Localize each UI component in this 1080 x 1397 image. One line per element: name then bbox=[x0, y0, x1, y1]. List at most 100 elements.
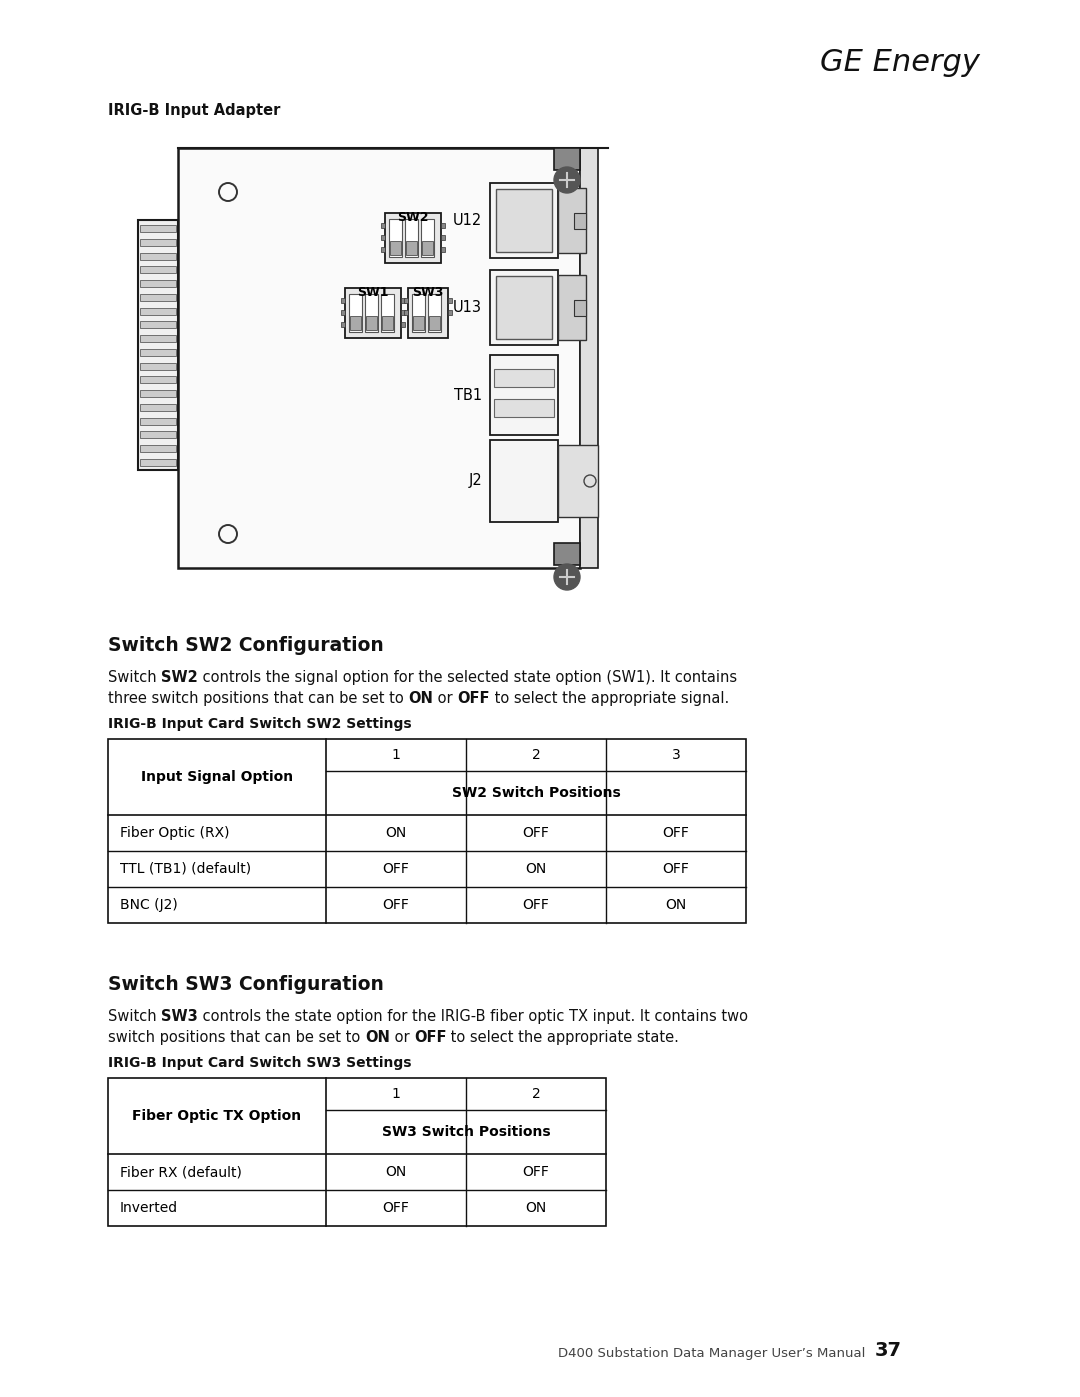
Bar bbox=[140, 279, 176, 286]
Bar bbox=[413, 316, 424, 330]
Bar bbox=[494, 400, 554, 416]
Bar bbox=[558, 189, 586, 253]
Text: Switch: Switch bbox=[108, 1009, 161, 1024]
Bar bbox=[350, 316, 361, 330]
Bar bbox=[140, 460, 176, 467]
Bar bbox=[140, 390, 176, 397]
Bar bbox=[490, 270, 558, 345]
Bar bbox=[381, 247, 384, 251]
Text: OFF: OFF bbox=[523, 826, 550, 840]
Bar bbox=[554, 148, 580, 170]
Bar bbox=[140, 267, 176, 274]
Text: Fiber RX (default): Fiber RX (default) bbox=[120, 1165, 242, 1179]
Bar bbox=[389, 219, 402, 257]
Bar bbox=[441, 235, 445, 240]
Text: 1: 1 bbox=[392, 1087, 401, 1101]
Bar bbox=[448, 310, 453, 314]
Text: 2: 2 bbox=[531, 747, 540, 761]
Bar bbox=[381, 224, 384, 228]
Text: SW3 Switch Positions: SW3 Switch Positions bbox=[381, 1125, 551, 1139]
Bar bbox=[490, 440, 558, 522]
Bar bbox=[441, 247, 445, 251]
Text: U12: U12 bbox=[453, 212, 482, 228]
Bar bbox=[422, 242, 433, 256]
Text: SW1: SW1 bbox=[357, 286, 389, 299]
Bar bbox=[406, 242, 417, 256]
Text: J2: J2 bbox=[469, 474, 482, 489]
Bar bbox=[441, 224, 445, 228]
Bar bbox=[140, 293, 176, 300]
Text: OFF: OFF bbox=[414, 1030, 446, 1045]
Bar bbox=[341, 321, 345, 327]
Bar bbox=[381, 293, 394, 332]
Bar bbox=[178, 148, 580, 569]
Bar bbox=[573, 212, 586, 229]
Text: D400 Substation Data Manager User’s Manual: D400 Substation Data Manager User’s Manu… bbox=[558, 1347, 870, 1361]
Text: BNC (J2): BNC (J2) bbox=[120, 898, 178, 912]
Bar bbox=[140, 321, 176, 328]
Text: IRIG-B Input Adapter: IRIG-B Input Adapter bbox=[108, 103, 281, 117]
Text: Input Signal Option: Input Signal Option bbox=[140, 770, 293, 784]
Bar bbox=[108, 1078, 606, 1227]
Text: Fiber Optic TX Option: Fiber Optic TX Option bbox=[133, 1109, 301, 1123]
Text: OFF: OFF bbox=[662, 826, 689, 840]
Text: SW3: SW3 bbox=[413, 286, 444, 299]
Text: to select the appropriate state.: to select the appropriate state. bbox=[446, 1030, 679, 1045]
Bar bbox=[496, 189, 552, 251]
Bar bbox=[428, 293, 441, 332]
Bar bbox=[140, 307, 176, 314]
Bar bbox=[558, 275, 586, 339]
Text: ON: ON bbox=[386, 1165, 407, 1179]
Text: TB1: TB1 bbox=[454, 387, 482, 402]
Text: 3: 3 bbox=[672, 747, 680, 761]
Text: controls the signal option for the selected state option (SW1). It contains: controls the signal option for the selec… bbox=[198, 671, 738, 685]
Bar bbox=[140, 432, 176, 439]
Text: or: or bbox=[390, 1030, 414, 1045]
Bar bbox=[573, 299, 586, 316]
Bar bbox=[140, 239, 176, 246]
Bar bbox=[138, 219, 178, 469]
Text: Switch SW3 Configuration: Switch SW3 Configuration bbox=[108, 975, 383, 995]
Circle shape bbox=[554, 564, 580, 590]
Bar bbox=[404, 310, 408, 314]
Bar bbox=[381, 235, 384, 240]
Bar bbox=[341, 310, 345, 314]
Text: ON: ON bbox=[665, 898, 687, 912]
Bar bbox=[345, 288, 401, 338]
Text: OFF: OFF bbox=[523, 898, 550, 912]
Bar bbox=[140, 404, 176, 411]
Text: Inverted: Inverted bbox=[120, 1201, 178, 1215]
Bar bbox=[490, 355, 558, 434]
Bar bbox=[429, 316, 440, 330]
Bar bbox=[140, 418, 176, 425]
Text: OFF: OFF bbox=[458, 692, 490, 705]
Bar bbox=[108, 739, 746, 923]
Text: U13: U13 bbox=[453, 300, 482, 314]
Text: three switch positions that can be set to: three switch positions that can be set t… bbox=[108, 692, 408, 705]
Bar bbox=[366, 316, 377, 330]
Text: ON: ON bbox=[525, 862, 546, 876]
Bar bbox=[140, 335, 176, 342]
Text: GE Energy: GE Energy bbox=[820, 47, 980, 77]
Circle shape bbox=[554, 168, 580, 193]
Text: ON: ON bbox=[525, 1201, 546, 1215]
Bar bbox=[349, 293, 362, 332]
Bar bbox=[558, 446, 598, 517]
Bar bbox=[140, 363, 176, 370]
Bar bbox=[496, 277, 552, 339]
Bar bbox=[421, 219, 434, 257]
Bar bbox=[401, 310, 405, 314]
Text: controls the state option for the IRIG-B fiber optic TX input. It contains two: controls the state option for the IRIG-B… bbox=[198, 1009, 748, 1024]
Bar bbox=[140, 225, 176, 232]
Text: 37: 37 bbox=[875, 1341, 902, 1361]
Text: 2: 2 bbox=[531, 1087, 540, 1101]
Bar bbox=[401, 321, 405, 327]
Text: OFF: OFF bbox=[382, 862, 409, 876]
Text: Switch SW2 Configuration: Switch SW2 Configuration bbox=[108, 636, 383, 655]
Text: IRIG-B Input Card Switch SW3 Settings: IRIG-B Input Card Switch SW3 Settings bbox=[108, 1056, 411, 1070]
Text: Switch: Switch bbox=[108, 671, 161, 685]
Bar bbox=[341, 298, 345, 303]
Text: to select the appropriate signal.: to select the appropriate signal. bbox=[490, 692, 729, 705]
Text: SW2 Switch Positions: SW2 Switch Positions bbox=[451, 787, 620, 800]
Bar bbox=[490, 183, 558, 258]
